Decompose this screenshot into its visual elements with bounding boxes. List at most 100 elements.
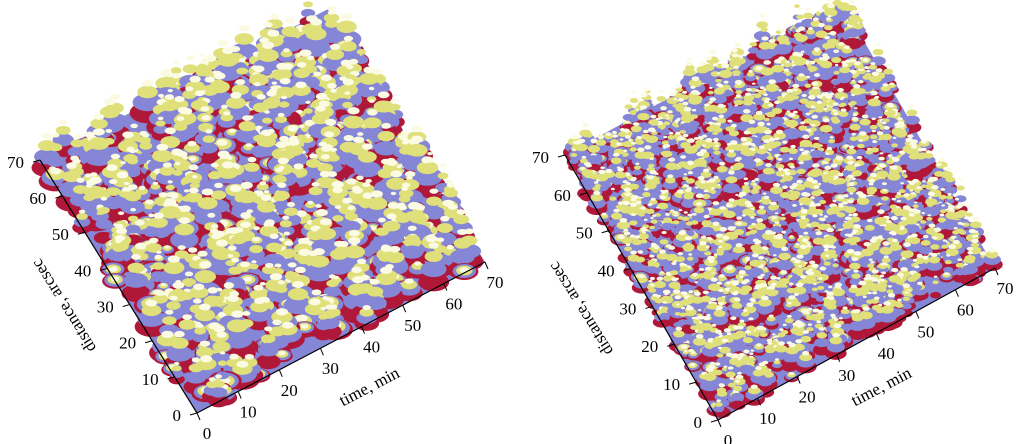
surface-bump <box>373 100 394 113</box>
surface-bump <box>728 170 735 175</box>
surface-bump <box>155 120 166 127</box>
surface-bump <box>164 198 177 206</box>
surface-bump <box>396 164 403 169</box>
surface-bump <box>370 190 383 198</box>
surface-bump <box>867 98 881 107</box>
surface-bump <box>583 171 595 178</box>
surface-bump <box>427 151 433 156</box>
surface-bump <box>712 137 719 142</box>
surface-bump <box>256 94 266 100</box>
surface-bump <box>129 149 136 154</box>
surface-bump <box>231 257 240 263</box>
surface-bump <box>600 166 605 170</box>
surface-bump <box>811 114 819 119</box>
surface-bump <box>947 168 954 172</box>
surface-bump <box>713 175 719 180</box>
x-tick-label: 70 <box>487 273 504 292</box>
surface-bump <box>825 0 833 2</box>
surface-bump <box>352 187 363 194</box>
surface-bump <box>264 326 273 332</box>
surface-bump <box>839 102 847 107</box>
surface-bump <box>835 177 846 185</box>
surface-bump <box>661 150 673 158</box>
surface-bump <box>266 90 277 97</box>
surface-bump <box>255 125 263 130</box>
surface-bump <box>717 103 725 109</box>
surface-bump <box>366 197 388 210</box>
surface-bump <box>230 234 247 245</box>
surface-bump <box>906 109 918 117</box>
surface-bump <box>95 219 113 230</box>
surface-bump <box>325 304 334 310</box>
surface-bump <box>278 165 285 170</box>
surface-bump <box>229 184 242 192</box>
surface-bump <box>58 119 68 125</box>
surface-bump <box>785 60 790 64</box>
surface-bump <box>745 141 752 146</box>
surface-bump <box>846 155 854 160</box>
surface-bump <box>733 65 739 69</box>
surface-bump <box>49 143 63 152</box>
surface-bump <box>358 43 365 47</box>
surface-bump <box>182 156 189 160</box>
surface-bump <box>449 249 475 265</box>
surface-bump <box>793 58 807 66</box>
surface-bump <box>878 116 883 119</box>
surface-bump <box>174 330 185 338</box>
surface-bump <box>316 321 331 331</box>
surface-bump <box>279 135 289 142</box>
surface-bump <box>822 118 830 123</box>
surface-bump <box>760 27 768 32</box>
surface-bump <box>123 181 130 186</box>
surface-bump <box>51 132 60 138</box>
surface-bump <box>828 139 836 144</box>
surface-bump <box>663 135 668 139</box>
surface-bump <box>796 52 804 57</box>
surface-bump <box>134 219 145 226</box>
surface-bump <box>228 266 243 275</box>
surface-bump <box>318 100 330 108</box>
surface-bump <box>858 10 863 13</box>
surface-bump <box>633 122 640 126</box>
surface-bump <box>851 79 856 82</box>
surface-bump <box>343 134 354 142</box>
surface-bump <box>326 279 339 288</box>
surface-bump <box>705 138 713 143</box>
surface-bump <box>817 71 833 81</box>
surface-bump <box>280 50 293 58</box>
surface-bump <box>766 122 771 126</box>
surface-bump <box>256 183 269 191</box>
surface-bump <box>619 128 625 132</box>
surface-bump <box>457 228 468 235</box>
surface-bump <box>334 205 342 209</box>
surface-bump <box>856 155 863 160</box>
surface-bump <box>55 125 71 135</box>
surface-bump <box>183 189 190 193</box>
surface-bump <box>192 298 202 304</box>
surface-bump <box>295 210 307 217</box>
surface-bump <box>667 110 673 114</box>
surface-bump <box>687 171 694 175</box>
surface-bump <box>216 139 228 146</box>
surface-bump <box>857 143 865 149</box>
surface-bump <box>571 148 576 151</box>
surface-bump <box>887 172 901 181</box>
surface-bump <box>247 156 257 163</box>
surface-bump <box>196 323 204 328</box>
surface-bump <box>252 236 260 242</box>
surface-bump <box>320 154 330 160</box>
surface-bump <box>244 162 260 172</box>
surface-bump <box>117 211 125 216</box>
surface-bump <box>97 206 110 214</box>
surface-bump <box>327 171 338 178</box>
surface-bump <box>731 123 737 128</box>
surface-bump <box>230 91 242 99</box>
x-tick-label: 10 <box>240 402 257 421</box>
surface-bump <box>666 97 679 105</box>
surface-bump <box>834 63 839 67</box>
surface-bump <box>682 90 688 94</box>
surface-bump <box>742 149 754 157</box>
surface-bump <box>164 94 175 100</box>
surface-bump <box>217 166 239 179</box>
surface-bump <box>199 142 218 154</box>
